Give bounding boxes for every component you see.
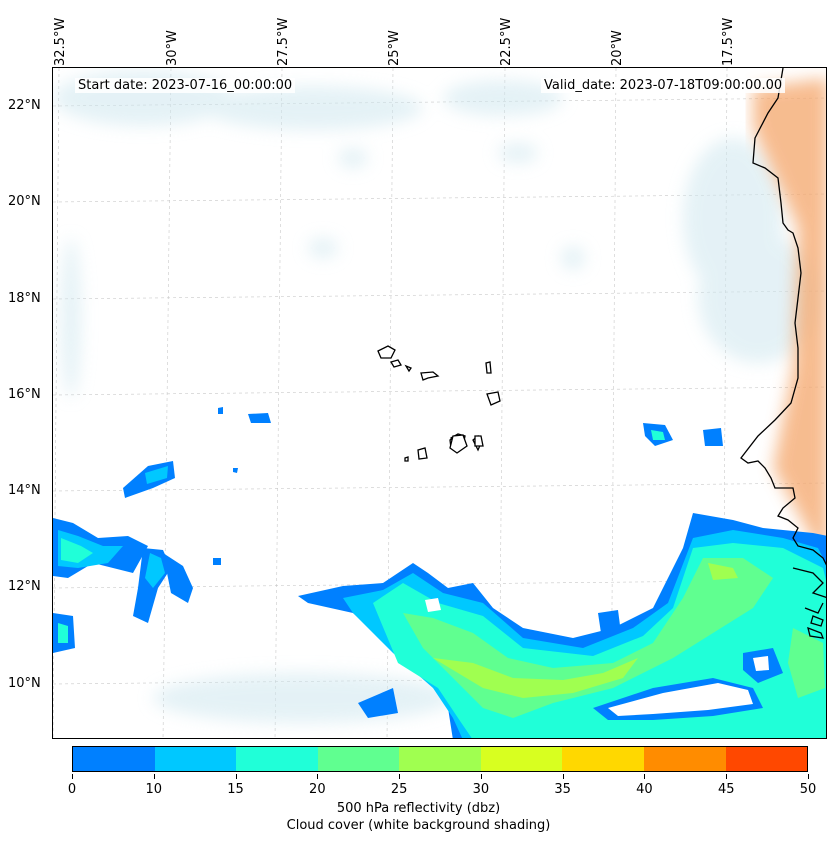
colorbar-segment [317,747,400,771]
lat-label-18n: 18°N [8,291,41,306]
colorbar-tick-label: 20 [309,782,326,797]
lat-label-12n: 12°N [8,579,41,594]
colorbar-tick-label: 45 [717,782,735,797]
colorbar-segment [73,747,155,771]
reflectivity-30 [433,563,738,698]
colorbar-segment [236,747,318,771]
colorbar-tick [726,774,728,779]
colorbar-tick-label: 35 [554,782,571,797]
lon-label-17-5w: 17.5°W [721,17,736,66]
colorbar-tick [399,774,401,779]
colorbar-tick-label: 0 [67,782,77,797]
colorbar-tick [153,774,155,779]
colorbar-tick-label: 50 [799,782,817,797]
colorbar-tick [317,774,319,779]
lat-label-20n: 20°N [8,194,41,209]
colorbar-tick [644,774,646,779]
colorbar-segment [562,747,644,771]
colorbar [72,746,808,772]
lat-label-14n: 14°N [8,483,41,498]
start-date: Start date: 2023-07-16_00:00:00 [75,78,296,93]
map-panel [52,67,827,739]
lon-label-20w: 20°W [610,30,625,66]
colorbar-tick [235,774,237,779]
colorbar-tick-label: 15 [227,782,244,797]
colorbar-tick [808,774,809,779]
colorbar-tick [562,774,564,779]
land-heat-shading [753,78,826,565]
lat-label-22n: 22°N [8,98,41,113]
colorbar-segment [480,747,563,771]
lon-label-22-5w: 22.5°W [499,17,514,66]
coastline [740,68,826,639]
valid-date: Valid_date: 2023-07-18T09:00:00.00 [541,78,786,93]
colorbar-tick [480,774,482,779]
colorbar-tick-label: 25 [390,782,408,797]
colorbar-tick [72,774,73,779]
colorbar-tick-label: 10 [145,782,163,797]
colorbar-tick-label: 40 [636,782,653,797]
colorbar-segment [725,747,808,771]
lon-label-32-5w: 32.5°W [53,17,68,66]
clear-gaps [425,598,769,716]
colorbar-segment [154,747,237,771]
lon-label-27-5w: 27.5°W [276,17,291,66]
map-canvas [53,68,826,738]
cape-verde-islands [377,345,501,462]
colorbar-segment [643,747,726,771]
colorbar-label: 500 hPa reflectivity (dbz) [336,801,501,816]
colorbar-tick-label: 30 [472,782,490,797]
lat-label-10n: 10°N [8,676,41,691]
colorbar-segment [399,747,481,771]
lon-label-30w: 30°W [165,30,180,66]
lon-label-25w: 25°W [387,30,402,66]
colorbar-sublabel: Cloud cover (white background shading) [286,818,551,833]
lat-label-16n: 16°N [8,387,41,402]
